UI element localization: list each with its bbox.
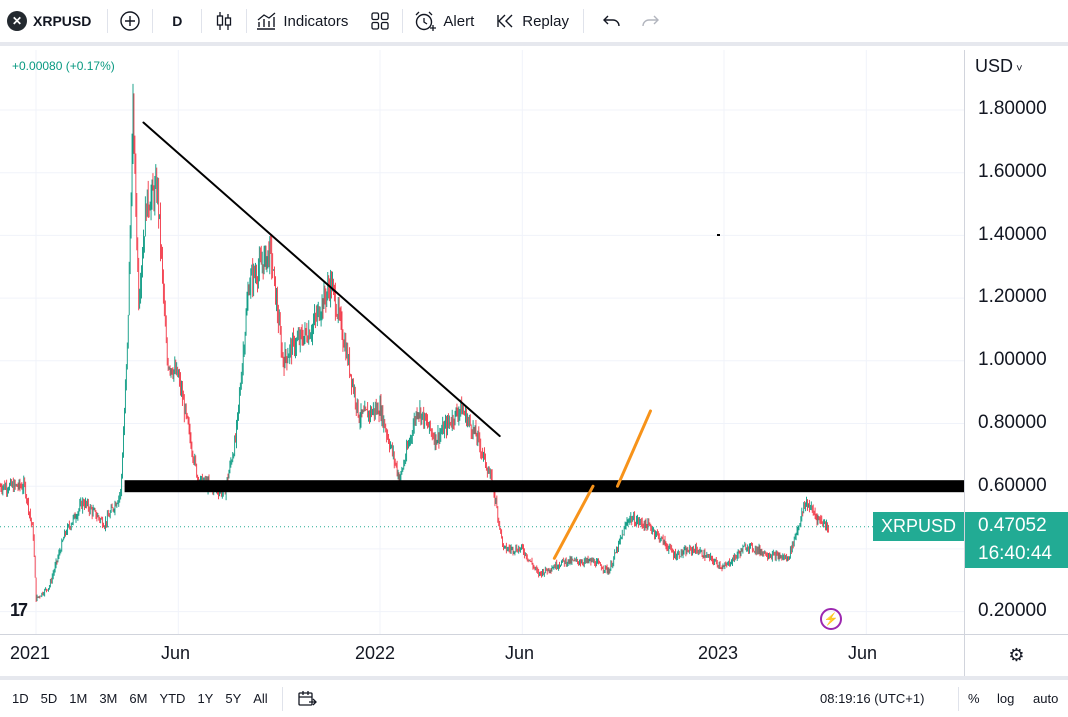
range-5y-button[interactable]: 5Y — [225, 691, 242, 706]
price-tick-label: 1.20000 — [978, 286, 1047, 307]
add-circle-icon — [120, 11, 141, 31]
grid — [0, 50, 964, 634]
log-toggle[interactable]: log — [997, 691, 1015, 706]
last-price-tag: 0.47052 16:40:44 — [965, 512, 1068, 568]
separator — [402, 9, 404, 33]
xrp-logo-icon: ✕ — [7, 11, 27, 31]
chevron-down-icon: ˅ — [1013, 63, 1023, 75]
time-tick-label: Jun — [848, 643, 878, 663]
marker-dot — [717, 234, 720, 236]
bottom-toolbar: 1D 5D 1M 3M 6M YTD 1Y 5Y All 08:19:16 (U… — [0, 676, 1068, 717]
separator — [281, 686, 283, 711]
separator — [958, 686, 959, 711]
range-1y-button[interactable]: 1Y — [197, 691, 214, 706]
candles — [0, 83, 829, 602]
range-6m-button[interactable]: 6M — [129, 691, 148, 706]
candles-icon — [217, 12, 232, 30]
price-tick-label: 1.40000 — [978, 224, 1047, 245]
last-price-value: 0.47052 — [978, 515, 1047, 536]
price-tick-label: 1.00000 — [978, 349, 1047, 370]
gear-icon: ⚙ — [1008, 645, 1025, 665]
price-tick-label: 0.20000 — [978, 600, 1047, 621]
clock-timezone[interactable]: 08:19:16 (UTC+1) — [820, 691, 925, 706]
range-ytd-button[interactable]: YTD — [159, 691, 186, 706]
orange-trendline — [616, 409, 652, 488]
calendar-goto-icon — [298, 690, 317, 706]
price-tick-label: 0.60000 — [978, 475, 1047, 496]
replay-label: Replay — [522, 12, 569, 30]
time-axis[interactable] — [0, 634, 964, 676]
price-tick-label: 1.80000 — [978, 98, 1047, 119]
alarm-clock-icon — [415, 11, 437, 31]
time-tick-label: 2023 — [698, 643, 739, 663]
indicators-button[interactable]: Indicators — [255, 0, 348, 44]
separator — [582, 9, 584, 33]
range-1d-button[interactable]: 1D — [12, 691, 29, 706]
redo-icon — [642, 15, 659, 27]
chart-pane[interactable] — [0, 50, 964, 634]
goto-date-button[interactable] — [297, 690, 317, 708]
time-tick-label: Jun — [161, 643, 191, 663]
price-chart[interactable] — [0, 50, 964, 634]
support-level-band — [124, 480, 964, 493]
auto-toggle[interactable]: auto — [1033, 691, 1059, 706]
price-tick-label: 0.80000 — [978, 412, 1047, 433]
bar-countdown: 16:40:44 — [978, 543, 1052, 564]
compare-symbol-button[interactable] — [114, 5, 146, 37]
lightning-icon[interactable]: ⚡ — [820, 608, 842, 630]
alert-button[interactable]: Alert — [413, 0, 474, 44]
drawings[interactable] — [0, 121, 964, 560]
templates-button[interactable] — [364, 5, 396, 37]
separator — [246, 9, 248, 33]
tradingview-logo[interactable]: 17 — [10, 600, 28, 620]
top-toolbar: ✕ XRPUSD D Indicators Alert Replay — [0, 0, 1068, 46]
interval-button[interactable]: D — [172, 13, 183, 29]
symbol-search[interactable]: ✕ XRPUSD — [0, 0, 101, 44]
range-3m-button[interactable]: 3M — [99, 691, 118, 706]
indicators-label: Indicators — [283, 12, 349, 30]
chart-settings-button[interactable]: ⚙ — [964, 634, 1068, 676]
descending-trendline — [142, 121, 501, 438]
percent-toggle[interactable]: % — [968, 691, 980, 706]
currency-selector[interactable]: USD ˅ — [975, 56, 1023, 77]
price-change-legend: +0.00080 (+0.17%) — [12, 59, 115, 73]
undo-icon — [602, 15, 620, 27]
rewind-icon — [497, 14, 513, 28]
redo-button[interactable] — [634, 5, 666, 37]
alert-label: Alert — [443, 12, 475, 30]
time-tick-label: Jun — [505, 643, 535, 663]
undo-button[interactable] — [596, 5, 628, 37]
currency-label: USD — [975, 56, 1014, 76]
symbol-name: XRPUSD — [33, 13, 92, 29]
range-all-button[interactable]: All — [253, 691, 268, 706]
range-5d-button[interactable]: 5D — [40, 691, 58, 706]
time-tick-label: 2021 — [10, 643, 51, 663]
time-tick-label: 2022 — [355, 643, 396, 663]
indicators-icon — [257, 12, 276, 30]
symbol-price-tag: XRPUSD — [873, 512, 964, 541]
range-1m-button[interactable]: 1M — [69, 691, 88, 706]
grid-layout-icon — [371, 12, 390, 30]
orange-trendline — [552, 484, 595, 560]
separator — [152, 9, 154, 33]
separator — [107, 9, 109, 33]
separator — [201, 9, 203, 33]
price-tick-label: 1.60000 — [978, 161, 1047, 182]
chart-type-button[interactable] — [208, 5, 240, 37]
replay-button[interactable]: Replay — [496, 0, 569, 44]
